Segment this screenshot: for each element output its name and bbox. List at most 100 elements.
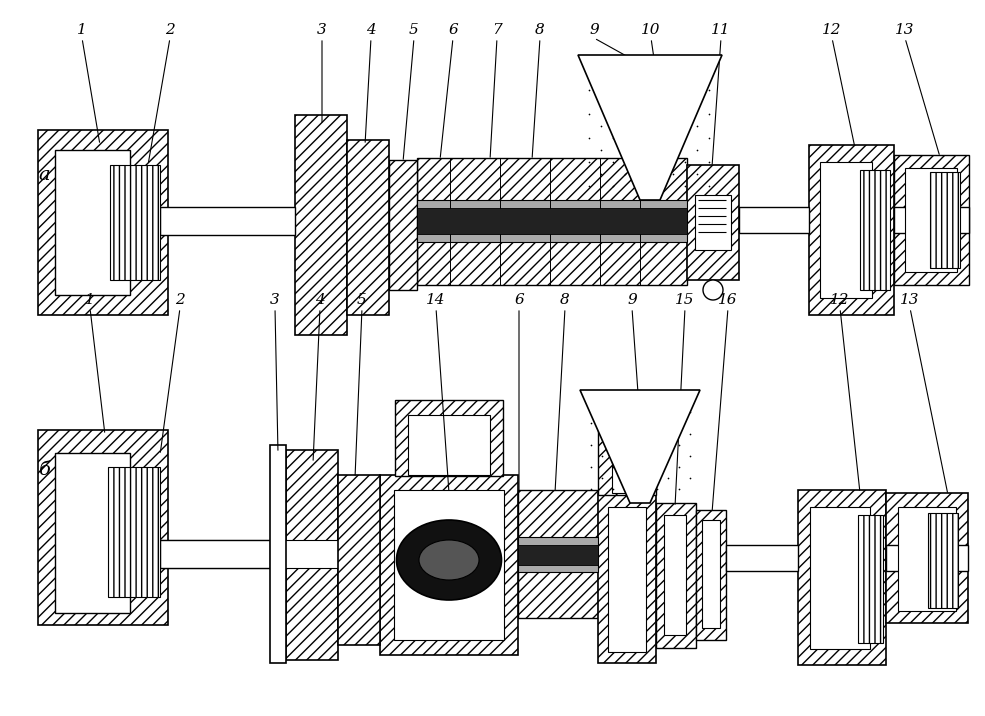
Text: 16: 16: [718, 293, 738, 307]
Point: [665, 120, 681, 132]
Point: [629, 132, 645, 144]
Point: [637, 472, 653, 483]
Point: [616, 472, 631, 483]
Text: 6: 6: [514, 293, 524, 307]
Bar: [160, 207, 295, 235]
Bar: [696, 510, 726, 640]
Point: [581, 60, 597, 72]
Text: 8: 8: [560, 293, 570, 307]
Text: 10: 10: [641, 23, 661, 37]
Point: [701, 132, 717, 144]
Point: [626, 439, 642, 450]
Point: [593, 120, 609, 132]
Bar: [810, 507, 870, 649]
Bar: [858, 515, 883, 643]
Bar: [110, 165, 160, 280]
Point: [653, 60, 669, 72]
Text: 5: 5: [358, 293, 366, 307]
Bar: [702, 520, 720, 628]
Point: [618, 144, 633, 155]
Bar: [108, 467, 160, 597]
Text: 9: 9: [589, 23, 599, 37]
Point: [701, 60, 717, 72]
Text: 3: 3: [270, 293, 280, 307]
Point: [594, 406, 610, 417]
Bar: [295, 115, 347, 335]
Bar: [270, 445, 286, 663]
Point: [682, 427, 697, 439]
Point: [637, 427, 653, 439]
Point: [648, 417, 664, 428]
Point: [690, 144, 705, 155]
Text: 2: 2: [175, 293, 185, 307]
Point: [677, 60, 692, 72]
Point: [653, 108, 669, 120]
Point: [671, 461, 687, 473]
Bar: [612, 415, 644, 493]
Ellipse shape: [397, 520, 501, 600]
Text: 12: 12: [822, 23, 842, 37]
Text: 4: 4: [366, 23, 376, 37]
Bar: [518, 490, 598, 540]
Point: [648, 439, 664, 450]
Point: [671, 417, 687, 428]
Point: [581, 108, 597, 120]
Bar: [338, 475, 380, 645]
Bar: [417, 158, 687, 203]
Point: [616, 427, 631, 439]
Point: [605, 439, 621, 450]
Bar: [518, 537, 598, 572]
Text: 1: 1: [85, 293, 95, 307]
Point: [690, 72, 705, 84]
Bar: [739, 207, 809, 233]
Point: [677, 156, 692, 168]
Point: [618, 96, 633, 107]
Point: [581, 180, 597, 192]
Point: [605, 461, 621, 473]
Point: [690, 120, 705, 132]
Point: [605, 60, 621, 72]
Point: [582, 439, 598, 450]
Point: [671, 439, 687, 450]
Point: [648, 483, 664, 494]
Point: [605, 156, 621, 168]
Bar: [394, 490, 504, 640]
Point: [660, 406, 676, 417]
Point: [677, 84, 692, 96]
Point: [581, 156, 597, 168]
Text: 8: 8: [535, 23, 545, 37]
Point: [626, 483, 642, 494]
Point: [648, 395, 664, 406]
Point: [618, 72, 633, 84]
Point: [594, 427, 610, 439]
Point: [641, 144, 657, 155]
Bar: [809, 145, 894, 315]
Bar: [518, 568, 598, 618]
Point: [605, 395, 621, 406]
Point: [677, 132, 692, 144]
Bar: [898, 507, 956, 611]
Point: [690, 168, 705, 180]
Text: 14: 14: [427, 293, 446, 307]
Point: [582, 417, 598, 428]
Point: [637, 450, 653, 461]
Text: 15: 15: [676, 293, 694, 307]
Point: [629, 84, 645, 96]
Bar: [687, 165, 739, 280]
Bar: [928, 513, 958, 608]
Point: [629, 156, 645, 168]
Point: [660, 427, 676, 439]
Text: 4: 4: [315, 293, 325, 307]
Bar: [55, 150, 130, 295]
Bar: [726, 545, 798, 571]
Bar: [886, 493, 968, 623]
Point: [682, 472, 697, 483]
Text: 13: 13: [900, 293, 920, 307]
Point: [653, 84, 669, 96]
Text: 9: 9: [627, 293, 637, 307]
Point: [629, 108, 645, 120]
Point: [665, 72, 681, 84]
Text: 2: 2: [165, 23, 175, 37]
Point: [581, 84, 597, 96]
Text: 5: 5: [409, 23, 419, 37]
